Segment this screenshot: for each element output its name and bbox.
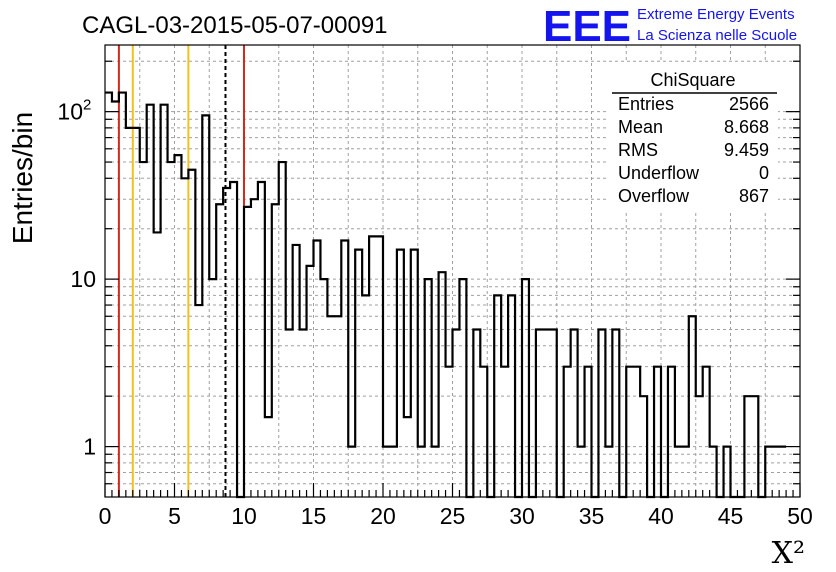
eee-logo-line2: La Scienza nelle Scuole: [637, 27, 797, 44]
x-tick-label: 40: [648, 503, 674, 529]
stats-row-label: Entries: [618, 94, 674, 114]
x-tick-label: 50: [787, 503, 813, 529]
stats-box-background: [608, 63, 778, 211]
eee-logo-mark: EEE: [543, 2, 631, 51]
x-tick-label: 0: [99, 503, 112, 529]
x-tick-label: 35: [579, 503, 605, 529]
stats-title: ChiSquare: [650, 70, 735, 90]
reference-lines: [117, 45, 245, 497]
x-tick-label: 30: [509, 503, 535, 529]
stats-row-label: Underflow: [618, 163, 700, 183]
histogram-line: [105, 91, 787, 499]
eee-logo-line1: Extreme Energy Events: [637, 6, 795, 23]
y-tick-label: 1: [83, 434, 96, 460]
eee-logo: EEE Extreme Energy Events La Scienza nel…: [543, 2, 797, 51]
stats-row-value: 8.668: [724, 117, 769, 137]
y-tick-label: 10: [57, 99, 83, 125]
y-axis-label: Entries/bin: [7, 112, 38, 244]
stats-box: ChiSquare Entries 2566 Mean 8.668 RMS 9.459 Un…: [608, 63, 778, 211]
grid: [105, 45, 800, 497]
stats-row-label: Mean: [618, 117, 663, 137]
y-tick-label-exponent: 2: [83, 97, 91, 114]
x-tick-label: 15: [301, 503, 327, 529]
stats-row-label: RMS: [618, 140, 658, 160]
x-tick-label: 5: [168, 503, 181, 529]
axis-ticks: [104, 60, 801, 497]
stats-row-value: 9.459: [724, 140, 769, 160]
stats-row-value: 0: [759, 163, 769, 183]
x-axis-label: X²: [772, 536, 805, 571]
x-tick-label: 10: [231, 503, 257, 529]
y-tick-label: 10: [70, 266, 96, 292]
x-tick-labels: 0 5 10 15 20 25 30 35 40 45 50: [99, 503, 813, 529]
x-tick-label: 45: [718, 503, 744, 529]
stats-row-value: 867: [739, 186, 769, 206]
x-tick-label: 20: [370, 503, 396, 529]
stats-row-label: Overflow: [618, 186, 690, 206]
chart-title: CAGL-03-2015-05-07-00091: [82, 12, 388, 39]
stats-row-value: 2566: [729, 94, 769, 114]
x-tick-label: 25: [440, 503, 466, 529]
